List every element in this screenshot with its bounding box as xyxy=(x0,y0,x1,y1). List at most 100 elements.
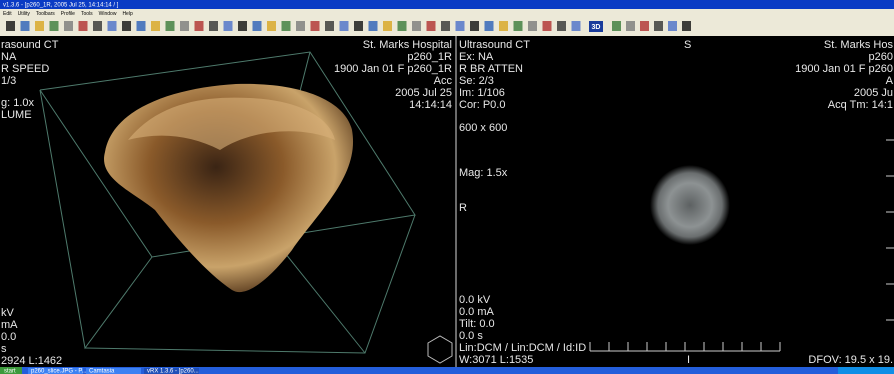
slice-blob xyxy=(650,165,730,245)
menu-item[interactable]: Edit xyxy=(3,11,12,17)
toolbar-icon[interactable] xyxy=(513,21,523,31)
overlay-text: R BR ATTEN xyxy=(459,63,523,75)
overlay-text: 0.0 kV xyxy=(459,294,491,306)
toolbar-icon[interactable] xyxy=(165,21,175,31)
overlay-text: St. Marks Hospital xyxy=(363,39,452,51)
overlay-text: p260 xyxy=(869,51,893,63)
toolbar-icon[interactable] xyxy=(368,21,378,31)
toolbar-icon[interactable] xyxy=(209,21,218,31)
toolbar-icon[interactable] xyxy=(397,21,407,31)
toolbar-icon[interactable] xyxy=(107,21,117,31)
toolbar-icon[interactable] xyxy=(542,21,552,31)
overlay-text: St. Marks Hos xyxy=(824,39,894,51)
title-bar xyxy=(0,0,894,9)
overlay-text: Mag: 1.5x xyxy=(459,167,508,179)
toolbar-icon[interactable] xyxy=(6,21,15,31)
toolbar-icon[interactable] xyxy=(455,21,465,31)
task-button[interactable] xyxy=(28,368,83,374)
toolbar-icon[interactable] xyxy=(412,21,421,31)
toolbar-icon[interactable] xyxy=(470,21,479,31)
toolbar-icon[interactable] xyxy=(281,21,291,31)
toolbar-icon[interactable] xyxy=(354,21,363,31)
overlay-text: 2924 L:1462 xyxy=(1,355,62,367)
toolbar-icon[interactable] xyxy=(223,21,233,31)
menu-item[interactable]: Tools xyxy=(81,11,93,17)
toolbar-icon[interactable] xyxy=(668,21,677,31)
toolbar-icon[interactable] xyxy=(296,21,305,31)
menu-item[interactable]: Profile xyxy=(61,11,75,17)
toolbar-icon[interactable] xyxy=(151,21,160,31)
overlay-text: Ultrasound CT xyxy=(459,39,530,51)
task-button[interactable] xyxy=(144,368,199,374)
overlay-text: Se: 2/3 xyxy=(459,75,494,87)
toolbar-icon[interactable] xyxy=(78,21,88,31)
heart-rim xyxy=(128,97,335,150)
overlay-text: W:3071 L:1535 xyxy=(459,354,533,366)
toolbar-icon[interactable] xyxy=(557,21,566,31)
toolbar-icon[interactable] xyxy=(122,21,131,31)
menu-bar xyxy=(0,9,894,17)
overlay-text: Ex: NA xyxy=(459,51,494,63)
menu-item[interactable]: Window xyxy=(99,11,117,17)
toolbar-icon[interactable] xyxy=(93,21,102,31)
heart-volume xyxy=(104,83,354,293)
toolbar-icon[interactable] xyxy=(640,21,649,31)
toolbar-icon[interactable] xyxy=(528,21,537,31)
toolbar-icon[interactable] xyxy=(426,21,436,31)
overlay-text: kV xyxy=(1,307,15,319)
taskbar xyxy=(0,367,894,374)
menu-item[interactable]: Toolbars xyxy=(36,11,55,17)
toolbar-icon[interactable] xyxy=(484,21,494,31)
volume-box xyxy=(39,51,416,354)
menu-item[interactable]: Help xyxy=(122,11,133,17)
overlay-text: g: 1.0x xyxy=(1,97,35,109)
toolbar-icon[interactable] xyxy=(682,21,691,31)
overlay-text: 0.0 mA xyxy=(459,306,495,318)
toolbar-icon[interactable] xyxy=(238,21,247,31)
overlay-text: 1900 Jan 01 F p260_1R xyxy=(334,63,452,75)
toolbar-icon[interactable] xyxy=(49,21,59,31)
overlay-text: Lin:DCM / Lin:DCM / Id:ID xyxy=(459,342,586,354)
start-button[interactable] xyxy=(0,367,22,374)
overlay-text: 1/3 xyxy=(1,75,16,87)
button-3d[interactable] xyxy=(589,21,603,32)
toolbar-icon[interactable] xyxy=(571,21,581,31)
overlay-text: mA xyxy=(1,319,18,331)
toolbar-icon[interactable] xyxy=(626,21,635,31)
overlay-text: Cor: P0.0 xyxy=(459,99,505,111)
task-label: p260_slice.JPG - P... xyxy=(31,369,87,374)
overlay-text: Acq Tm: 14:1 xyxy=(828,99,893,111)
overlay-text: I xyxy=(687,354,690,366)
toolbar-icon[interactable] xyxy=(267,21,276,31)
toolbar-icon[interactable] xyxy=(252,21,262,31)
toolbar-icon[interactable] xyxy=(136,21,146,31)
tray xyxy=(838,367,894,374)
task-button[interactable] xyxy=(86,368,141,374)
overlay-text: 0.0 xyxy=(1,331,16,343)
toolbar-icon[interactable] xyxy=(654,21,663,31)
toolbar-icon[interactable] xyxy=(325,21,334,31)
toolbar-icon[interactable] xyxy=(180,21,189,31)
toolbar-icon[interactable] xyxy=(194,21,204,31)
overlay-text: p260_1R xyxy=(407,51,452,63)
toolbar-icon[interactable] xyxy=(20,21,30,31)
overlay-text: Acc xyxy=(434,75,453,87)
button-3d-label: 3D xyxy=(592,24,601,31)
overlay-text: S xyxy=(684,39,691,51)
task-label: Camtasia xyxy=(89,369,115,374)
toolbar-icon[interactable] xyxy=(383,21,392,31)
toolbar-icon[interactable] xyxy=(441,21,450,31)
toolbar-icon[interactable] xyxy=(339,21,349,31)
toolbar-icon[interactable] xyxy=(612,21,621,31)
toolbar-icon[interactable] xyxy=(64,21,73,31)
toolbar-icon[interactable] xyxy=(310,21,320,31)
overlay-text: R xyxy=(459,202,467,214)
overlay-text: 0.0 s xyxy=(459,330,483,342)
toolbar-icon[interactable] xyxy=(499,21,508,31)
toolbar-icon[interactable] xyxy=(35,21,44,31)
overlay-text: 600 x 600 xyxy=(459,122,507,134)
overlay-text: DFOV: 19.5 x 19. xyxy=(808,354,893,366)
menu-item[interactable]: Utility xyxy=(18,11,31,17)
